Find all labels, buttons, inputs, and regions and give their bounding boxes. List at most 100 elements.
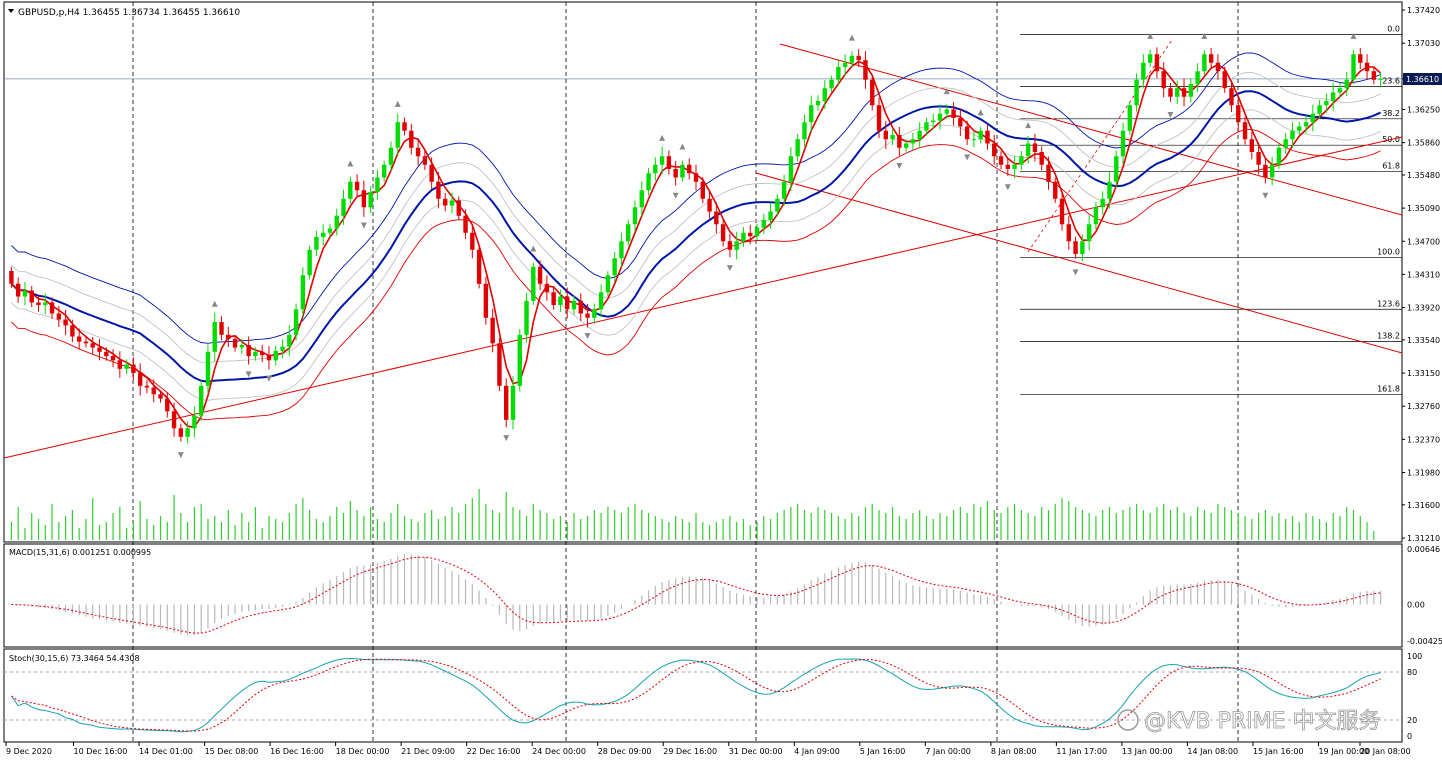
price-tick-label: 1.31210 [1407, 534, 1440, 543]
candle-body [619, 241, 624, 259]
fib-label: 161.8 [1377, 384, 1400, 393]
candle-body [863, 60, 868, 80]
time-label: 11 Jan 17:00 [1056, 747, 1107, 756]
candle-body [1073, 241, 1078, 255]
candle-body [1147, 54, 1153, 63]
candle-body [1053, 181, 1058, 199]
candle-body [985, 130, 990, 144]
candle-body [497, 343, 502, 386]
candle-body [687, 164, 692, 174]
candle-body [158, 394, 163, 399]
candle-body [1195, 71, 1200, 84]
candle-body [890, 134, 895, 140]
candle-body [1120, 130, 1126, 157]
candle-body [1175, 88, 1180, 97]
candle-body [341, 198, 346, 216]
candle-body [1276, 147, 1282, 165]
time-label: 7 Jan 00:00 [925, 747, 971, 756]
price-tick-label: 1.35480 [1407, 171, 1440, 180]
candle-body [1161, 71, 1166, 89]
candle-body [1025, 143, 1031, 157]
time-label: 16 Dec 16:00 [270, 747, 324, 756]
candle-body [15, 283, 21, 297]
candle-body [110, 356, 116, 361]
candle-body [768, 211, 773, 221]
candle-body [43, 302, 48, 306]
time-axis: 9 Dec 2020 10 Dec 16:00 14 Dec 01:00 15 Dec… [5, 742, 1411, 756]
candle-body [36, 302, 41, 306]
candle-body [1039, 151, 1044, 165]
candle-body [429, 164, 434, 182]
candle-body [836, 66, 841, 80]
fractal-down-icon [245, 371, 252, 378]
candle-body [436, 181, 441, 199]
candle-body [1351, 54, 1356, 80]
fib-label: 23.6 [1382, 77, 1400, 86]
ma-mid-line [10, 90, 1382, 383]
candle-body [1229, 88, 1234, 106]
candle-body [259, 351, 265, 356]
time-label: 15 Jan 16:00 [1253, 747, 1304, 756]
price-tick-label: 1.33150 [1407, 369, 1440, 378]
candle-body [829, 79, 834, 89]
candle-body [334, 215, 339, 229]
candle-body [253, 351, 258, 357]
candle-body [1290, 130, 1295, 140]
fractal-up-icon [1025, 122, 1032, 129]
candle-body [781, 181, 787, 199]
candle-body [1093, 207, 1099, 225]
stoch-plot [4, 657, 1402, 733]
fractal-down-icon [584, 333, 591, 340]
candle-body [842, 62, 848, 67]
candle-body [463, 215, 468, 233]
candle-body [592, 309, 597, 318]
candle-body [707, 198, 712, 212]
time-label: 31 Dec 00:00 [729, 747, 783, 756]
candle-body [802, 122, 807, 140]
candle-body [931, 120, 936, 123]
candle-body [476, 249, 482, 284]
candle-body [849, 55, 855, 63]
candle-body [551, 292, 556, 306]
candle-body [565, 296, 570, 310]
candle-body [1208, 54, 1214, 63]
fractal-down-icon [1262, 192, 1269, 199]
candle-body [809, 105, 814, 123]
candle-body [748, 232, 753, 237]
candle-body [612, 258, 617, 276]
candle-body [76, 336, 82, 342]
candle-body [402, 122, 407, 131]
fractal-down-icon [964, 154, 971, 161]
candle-body [504, 385, 509, 420]
candle-body [727, 241, 733, 250]
candle-body [456, 200, 461, 216]
stoch-tick-label: 100 [1407, 652, 1422, 661]
stoch-main-line [10, 657, 1381, 733]
time-label: 14 Dec 01:00 [139, 747, 193, 756]
candle-body [1046, 164, 1051, 182]
price-tick-label: 1.35860 [1407, 139, 1440, 148]
fractal-up-icon [943, 88, 950, 95]
candle-body [1019, 156, 1024, 165]
fractal-down-icon [360, 222, 367, 229]
candle-body [185, 428, 190, 437]
fractal-down-icon [503, 435, 510, 442]
candle-body [1256, 151, 1261, 165]
candle-body [917, 130, 922, 140]
candle-body [1378, 78, 1383, 80]
stoch-tick-label: 80 [1407, 668, 1417, 677]
fractal-markers [177, 32, 1357, 459]
collapse-triangle-icon[interactable] [8, 9, 14, 13]
candle-body [212, 322, 217, 352]
candle-body [646, 173, 651, 191]
price-tick-label: 1.32760 [1407, 402, 1440, 411]
candle-body [293, 309, 299, 335]
candle-body [524, 300, 529, 335]
symbol-header: GBPUSD,p,H4 1.36455 1.36734 1.36455 1.36… [18, 8, 240, 18]
candle-body [870, 79, 875, 106]
candle-body [9, 271, 14, 284]
price-tick-label: 1.33920 [1407, 304, 1440, 313]
candle-body [1154, 54, 1160, 72]
fractal-up-icon [977, 109, 984, 116]
